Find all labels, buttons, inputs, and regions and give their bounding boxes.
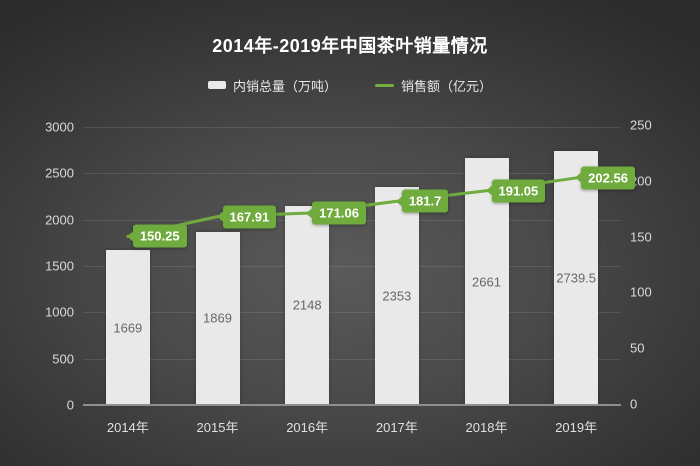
legend-item-line-series: 销售额（亿元）	[375, 76, 492, 95]
y-axis-left-tick-label: 2500	[45, 165, 74, 181]
bar-value-label: 2148	[292, 297, 322, 313]
line-point-label: 171.06	[312, 201, 366, 225]
y-axis-left-tick-label: 1000	[45, 304, 74, 320]
y-axis-right-tick-label: 150	[630, 229, 652, 245]
bar-value-label: 2739.5	[556, 270, 597, 286]
y-axis-right-tick-label: 0	[630, 396, 638, 412]
gridline	[83, 127, 621, 128]
x-axis-label: 2017年	[375, 420, 418, 435]
chart-title: 2014年-2019年中国茶叶销量情况	[212, 36, 488, 56]
bar	[195, 231, 240, 405]
y-axis-left-tick-label: 500	[52, 351, 74, 367]
x-axis-line	[83, 404, 621, 406]
gridline	[83, 266, 621, 267]
gridline	[83, 358, 621, 360]
y-axis-right-tick-label: 100	[630, 284, 652, 300]
line-point-label: 191.05	[491, 179, 546, 203]
gridline	[83, 312, 621, 314]
y-axis-left-tick-label: 0	[66, 397, 74, 413]
bar-swatch-icon	[207, 81, 226, 89]
legend-item-bar-series: 内销总量（万吨）	[207, 76, 337, 95]
legend-label-bar: 内销总量（万吨）	[232, 78, 337, 94]
legend: 内销总量（万吨） 销售额（亿元）	[0, 76, 700, 94]
y-axis-right-tick-label: 50	[630, 340, 645, 356]
line-swatch-icon	[375, 83, 394, 87]
legend-label-line: 销售额（亿元）	[401, 78, 493, 94]
x-axis-label: 2015年	[196, 420, 239, 435]
x-axis-label: 2019年	[555, 420, 598, 435]
x-axis-label: 2016年	[286, 420, 329, 435]
line-point-label: 167.91	[222, 205, 277, 229]
line-point-label: 150.25	[132, 224, 187, 248]
y-axis-left-tick-label: 1500	[45, 258, 74, 274]
x-axis-label: 2018年	[465, 420, 508, 435]
bar-value-label: 2353	[382, 288, 412, 304]
y-axis-right-tick-label: 200	[630, 173, 652, 189]
y-axis-right-tick-label: 250	[630, 117, 652, 133]
line-point-label: 202.56	[581, 166, 635, 190]
y-axis-left-tick-label: 3000	[45, 119, 74, 135]
x-axis-label: 2014年	[106, 420, 149, 435]
bar-value-label: 1669	[113, 320, 143, 336]
bar	[105, 250, 150, 405]
gridline	[83, 173, 621, 175]
y-axis-left-tick-label: 2000	[45, 212, 74, 228]
bar-value-label: 1869	[203, 310, 232, 326]
bar	[285, 205, 330, 405]
line-point-label: 181.7	[401, 189, 449, 213]
bar-value-label: 2661	[472, 274, 501, 290]
